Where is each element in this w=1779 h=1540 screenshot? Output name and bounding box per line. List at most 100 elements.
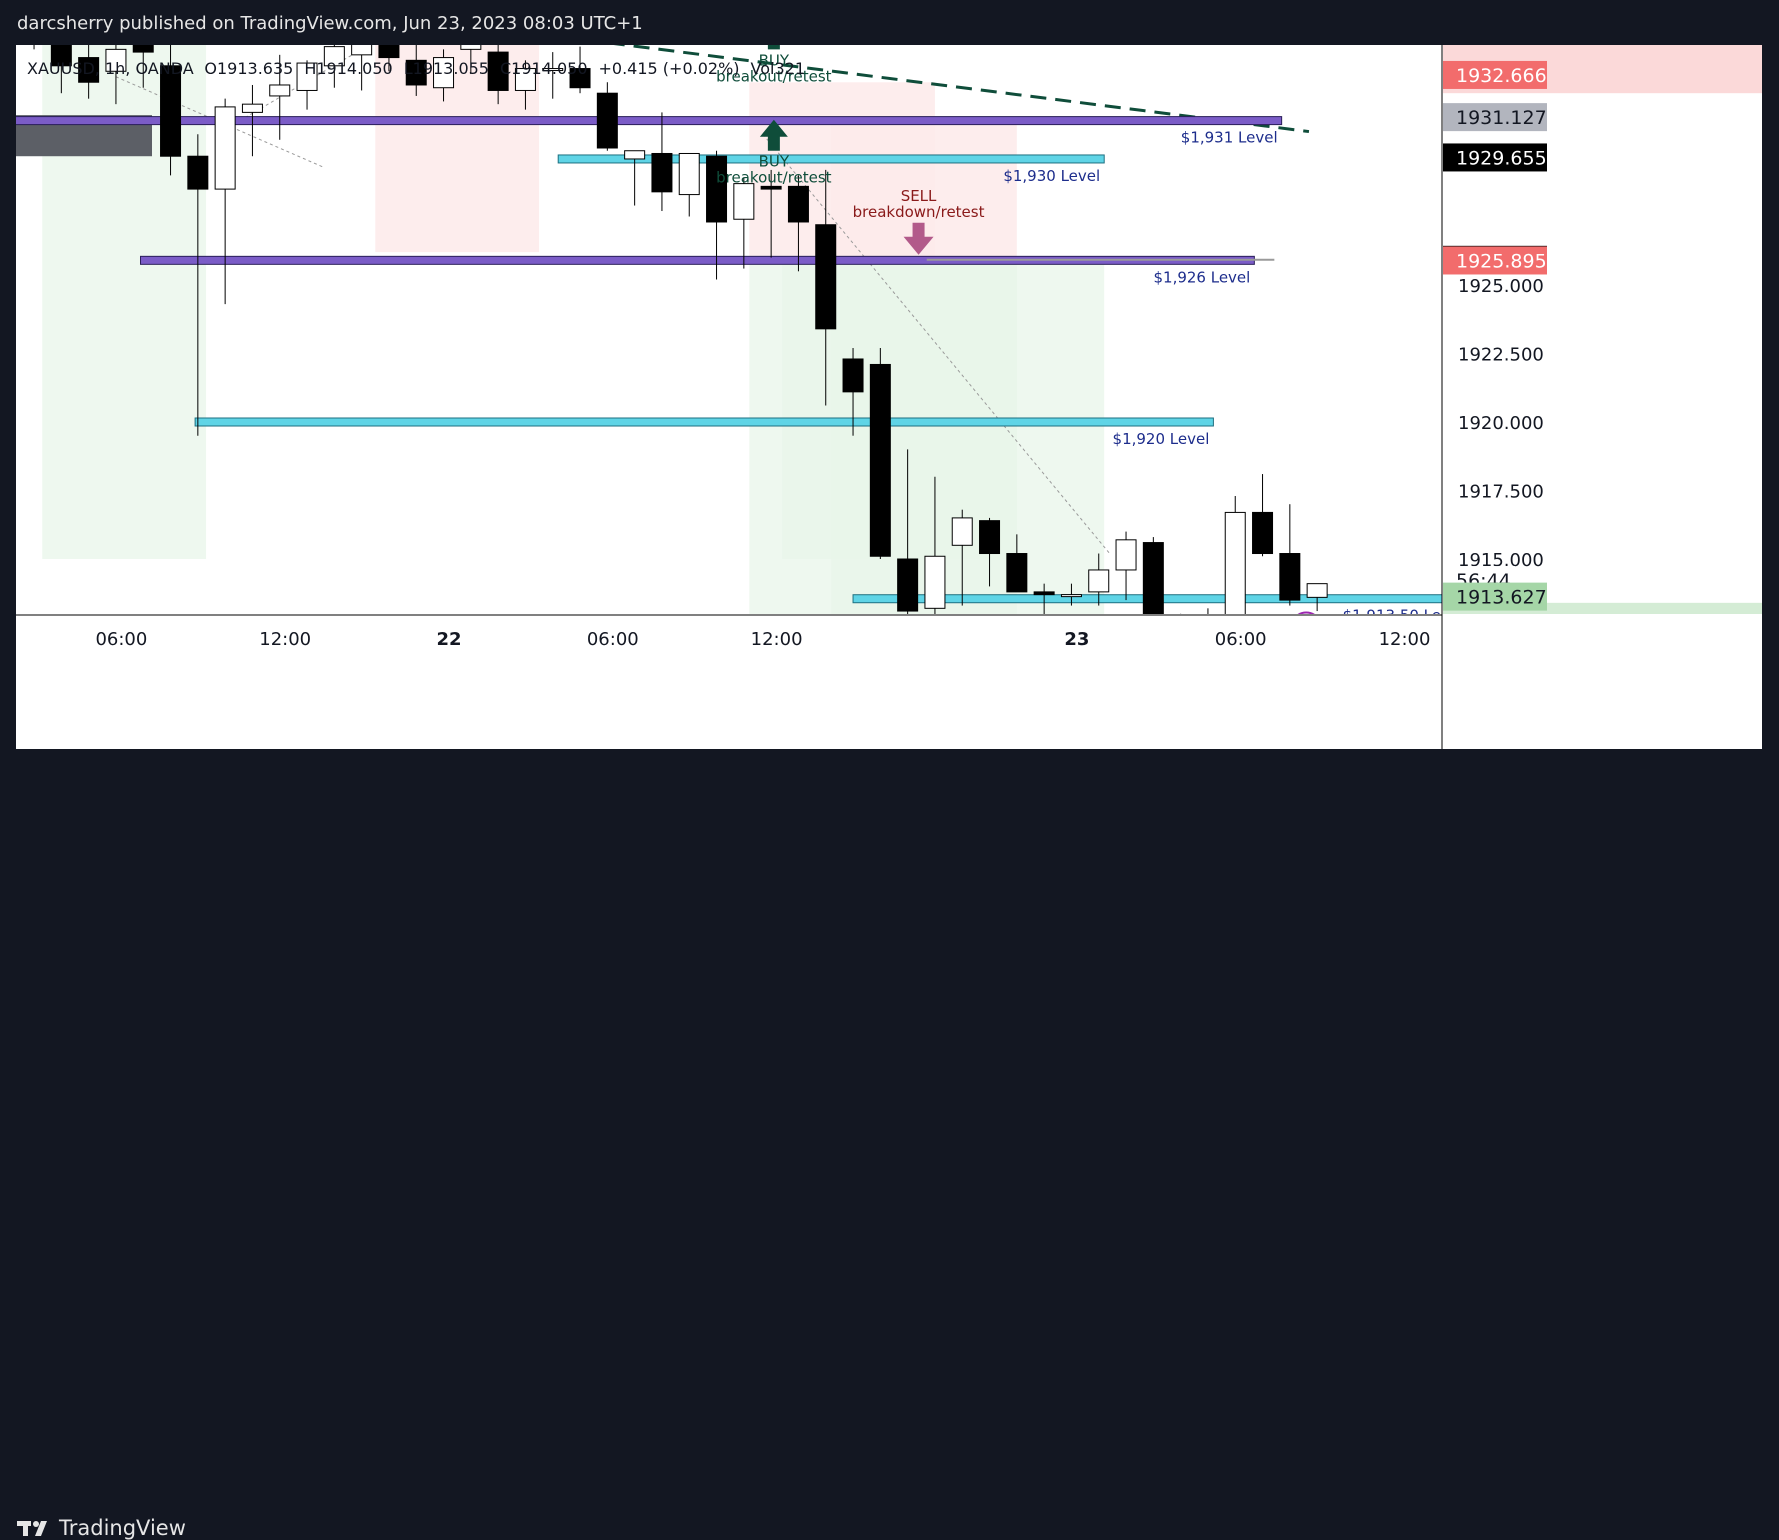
- candle: [760, 169, 782, 258]
- candle-body: [1060, 594, 1082, 598]
- candle: [1224, 495, 1246, 614]
- candle-body: [269, 84, 291, 97]
- candle: [924, 476, 946, 614]
- projection-line: [115, 76, 324, 168]
- candle-body: [214, 106, 236, 190]
- price-zone-shade: [1443, 602, 1762, 614]
- symbol-legend: XAUUSD, 1h, OANDA O1913.635 H1914.050 L1913…: [27, 59, 805, 78]
- candle: [1060, 583, 1082, 606]
- candle: [16, 45, 17, 118]
- candle-body: [132, 45, 154, 53]
- price-tick-label: 1925.000: [1458, 276, 1544, 297]
- time-tick-label: 12:00: [1379, 629, 1431, 650]
- candle-body: [1252, 511, 1274, 555]
- alert-icon-ring: [1297, 611, 1315, 614]
- candle: [487, 45, 509, 105]
- candle-body: [924, 555, 946, 609]
- candle-body: [460, 45, 482, 50]
- tradingview-logo[interactable]: TradingView: [17, 1516, 186, 1540]
- candle-body: [296, 62, 318, 91]
- candle-body: [733, 183, 755, 220]
- candle: [296, 60, 318, 110]
- candle: [160, 45, 182, 176]
- signal-label: SELL: [901, 187, 937, 205]
- signal-label: BUY: [759, 153, 790, 171]
- candle-body: [760, 185, 782, 190]
- candle-body: [651, 152, 673, 193]
- candle-body: [979, 520, 1001, 555]
- axis-corner: [1443, 616, 1762, 749]
- candle: [706, 150, 728, 280]
- candle: [815, 169, 837, 406]
- time-tick-label: 12:00: [751, 629, 803, 650]
- candle-body: [1088, 569, 1110, 593]
- candle: [787, 175, 809, 272]
- time-tick-label: 23: [1064, 629, 1089, 650]
- price-label-bg: [1443, 143, 1547, 172]
- level-label: $1,920 Level: [1113, 430, 1210, 448]
- time-tick-label: 06:00: [95, 629, 147, 650]
- candle: [105, 45, 127, 105]
- candle-body: [187, 155, 209, 190]
- candle-body: [569, 68, 591, 89]
- legend-close: C1914.050: [500, 59, 588, 78]
- price-label: 1931.127: [1443, 103, 1547, 132]
- level-line: [16, 116, 1283, 126]
- candle-body: [1279, 553, 1301, 601]
- candle-body: [869, 363, 891, 557]
- candle-body: [787, 185, 809, 223]
- price-tick-label: 1922.500: [1458, 345, 1544, 366]
- candle: [433, 49, 455, 102]
- price-tick-label: 1915.000: [1458, 550, 1544, 571]
- price-label-bg: [1443, 246, 1547, 275]
- candle: [542, 52, 564, 99]
- candlestick-chart[interactable]: $1,931 Level $1,930 Level $1,926 Level $1,9…: [16, 45, 1762, 749]
- level-label: $1,926 Level: [1153, 268, 1250, 286]
- candle-body: [433, 57, 455, 89]
- candle-body: [842, 358, 864, 393]
- candle: [1171, 613, 1191, 652]
- candle: [1252, 474, 1274, 557]
- candle-body: [378, 45, 400, 59]
- candle: [378, 45, 400, 72]
- candle: [241, 84, 263, 157]
- candle: [897, 449, 919, 614]
- legend-open: O1913.635: [204, 59, 293, 78]
- tradingview-icon: [17, 1521, 47, 1536]
- candle: [651, 112, 673, 212]
- candle: [269, 54, 291, 140]
- price-label-bg: [1443, 582, 1547, 611]
- candle: [1279, 504, 1301, 606]
- candle: [1306, 583, 1328, 612]
- candle: [405, 45, 427, 96]
- candle: [460, 45, 482, 75]
- signal-label: BUY: [759, 51, 790, 69]
- candle: [678, 152, 700, 217]
- candle-body: [1171, 633, 1191, 652]
- candle-body: [514, 68, 536, 91]
- candle-body: [1115, 539, 1137, 571]
- candle: [1088, 553, 1110, 606]
- candle: [733, 178, 755, 269]
- candle-body: [951, 517, 973, 546]
- candle-body: [706, 155, 728, 223]
- candle: [979, 517, 1001, 587]
- price-label-text: 1931.127: [1456, 107, 1547, 129]
- price-label-bg: [1443, 60, 1547, 89]
- candle-body: [815, 224, 837, 330]
- sell-arrow-icon: [903, 222, 934, 255]
- candle-body: [241, 103, 263, 113]
- candle-body: [323, 46, 345, 67]
- candle: [1006, 534, 1028, 593]
- candle: [842, 348, 864, 436]
- candle: [514, 60, 536, 110]
- time-tick-label: 12:00: [259, 629, 311, 650]
- candle: [1033, 583, 1055, 614]
- candle: [869, 348, 891, 559]
- candle: [624, 150, 646, 206]
- candle-body: [1033, 591, 1055, 596]
- price-tick-label: 1917.500: [1458, 482, 1544, 503]
- level-label: $1,931 Level: [1181, 129, 1278, 147]
